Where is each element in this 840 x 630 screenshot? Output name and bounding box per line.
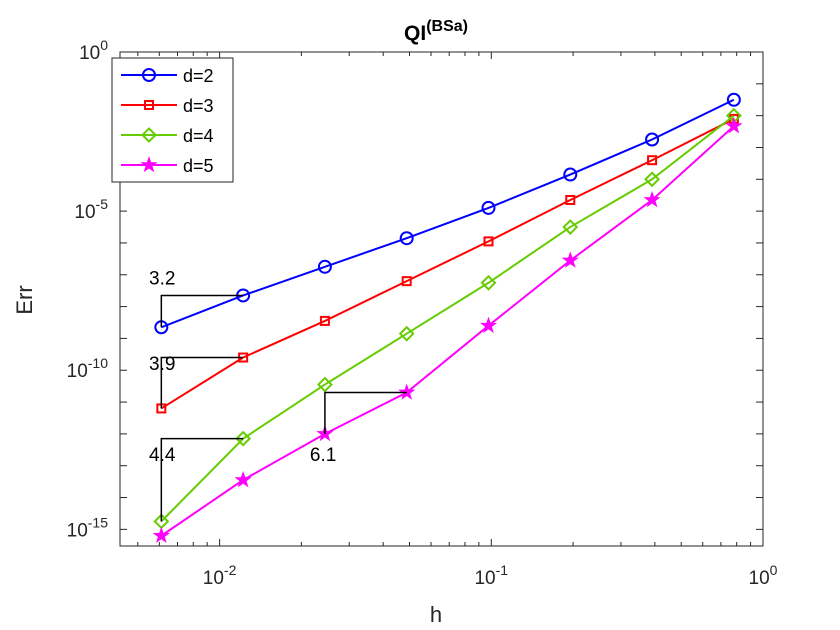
legend-marker-0 [142,68,156,82]
x-tick-label-0-base: 10 [203,568,224,589]
data-point-1-5 [319,315,330,326]
data-point-3-2 [561,251,579,268]
data-point-3-7 [152,526,170,544]
legend-label-3: d=5 [183,156,214,176]
slope-annotations: 3.2 3.9 4.4 6.1 [149,268,407,522]
data-point-0-0 [726,92,741,107]
series-line-2 [160,114,735,523]
chart-title-sup: (BSa) [426,18,468,35]
y-tick-label-2-exp: -5 [96,196,109,212]
data-point-0-3 [481,200,496,215]
legend-marker-1 [144,100,154,110]
y-tick-label-3-base: 10 [79,43,100,64]
legend-box [111,57,234,183]
series-1 [156,113,739,414]
legend-label-0: d=2 [183,66,214,86]
series-2 [153,107,742,530]
x-tick-label-1-exp: -1 [496,562,509,578]
chart-title: QI(BSa) [404,18,468,45]
data-point-3-1 [643,190,661,208]
slope-label-3: 6.1 [310,445,336,466]
series-line-0 [160,98,735,329]
slope-label-2: 4.4 [149,445,176,466]
x-tick-label-2-exp: 0 [770,562,778,578]
data-point-0-4 [399,231,414,246]
x-tick-label-1: 10-1 [474,562,508,589]
x-tick-label-2-base: 10 [749,568,770,589]
data-point-3-6 [234,471,252,488]
data-point-1-4 [401,276,412,287]
slope-triangle-1 [160,356,244,409]
data-point-3-0 [725,117,743,134]
legend-label-2: d=4 [183,126,214,146]
data-point-0-2 [563,167,578,182]
x-tick-label-2: 100 [749,562,778,589]
y-tick-label-2: 10-5 [74,196,108,223]
y-axis-label: Err [12,285,37,314]
data-point-2-3 [480,274,497,291]
data-point-0-5 [317,259,332,274]
y-tick-label-0-base: 10 [67,520,88,541]
slope-triangle-0 [160,294,244,328]
data-point-2-6 [235,430,252,447]
y-tick-label-2-base: 10 [74,202,95,223]
data-point-1-2 [565,194,576,205]
x-tick-label-0-exp: -2 [224,562,237,578]
slope-label-0: 3.2 [149,268,175,289]
series-layer [152,92,743,544]
y-tick-label-1-exp: -10 [88,355,108,371]
series-line-3 [160,125,735,537]
legend-label-1: d=3 [183,96,214,116]
data-point-1-3 [483,236,494,247]
slope-label-1: 3.9 [149,354,175,375]
data-point-0-1 [645,132,660,147]
y-tick-label-3: 100 [79,37,108,64]
legend: d=2 d=3 d=4 d=5 [111,57,234,183]
data-point-2-2 [562,219,579,235]
legend-marker-3 [140,155,158,173]
slope-triangle-3 [324,391,407,434]
y-tick-label-0-exp: -15 [88,514,108,530]
data-point-2-4 [398,325,415,342]
data-point-2-1 [644,171,660,188]
data-point-2-5 [316,376,333,393]
series-line-1 [160,118,735,410]
x-tick-label-1-base: 10 [474,568,495,589]
plot-frame [119,51,764,547]
data-point-3-4 [398,383,416,400]
chart-title-base: QI [404,22,426,45]
series-0 [154,92,741,335]
y-tick-label-0: 10-15 [67,514,109,541]
series-3 [152,117,743,544]
x-axis-label: h [430,602,442,627]
x-tick-label-0: 10-2 [203,562,237,589]
legend-marker-2 [141,127,157,143]
y-tick-label-1-base: 10 [67,361,88,382]
data-point-1-1 [647,155,658,166]
data-point-3-3 [479,316,498,333]
y-tick-label-3-exp: 0 [100,37,108,53]
slope-triangle-2 [160,437,244,522]
y-tick-label-1: 10-10 [67,355,109,382]
